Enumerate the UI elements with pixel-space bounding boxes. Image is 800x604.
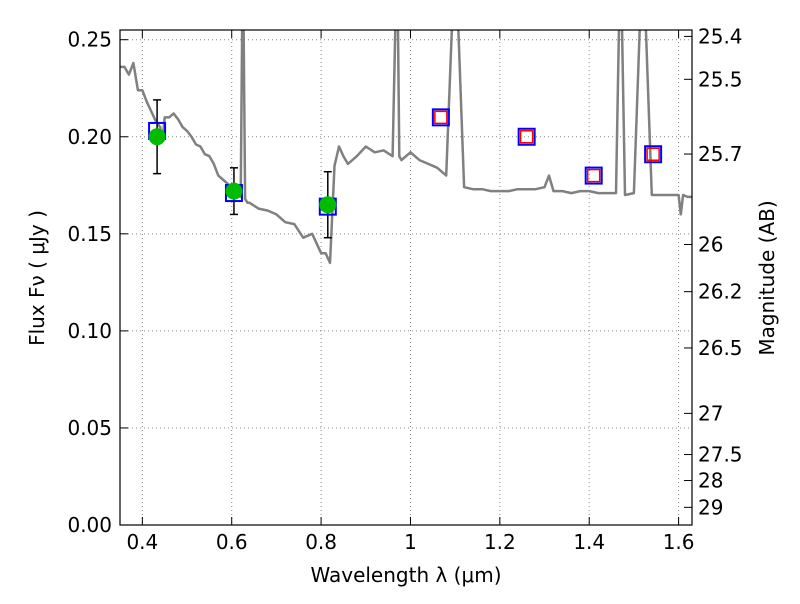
right-tick-label: 26 bbox=[698, 233, 723, 257]
tick-layer: 0.4 0.6 0.8 1 1.2 1.4 1.6 0.00 0.05 0.10 0.15 0.20 0… bbox=[67, 24, 742, 554]
observed-flux-point bbox=[148, 128, 166, 146]
right-tick-label: 27.5 bbox=[698, 443, 743, 467]
right-tick-label: 26.2 bbox=[698, 280, 743, 304]
plot-frame bbox=[119, 29, 693, 526]
plot-background bbox=[120, 30, 692, 525]
x-tick-label: 0.4 bbox=[126, 530, 158, 554]
y-tick-label: 0.25 bbox=[67, 28, 112, 52]
right-tick-label: 29 bbox=[698, 495, 723, 519]
marker-layer bbox=[148, 99, 663, 239]
y-tick-label: 0.15 bbox=[67, 222, 112, 246]
model-photometry-box bbox=[431, 108, 450, 127]
observed-flux-point bbox=[319, 196, 337, 214]
y-tick-label: 0.00 bbox=[67, 513, 112, 537]
right-tick-label: 27 bbox=[698, 401, 723, 425]
observed-flux-point bbox=[225, 182, 243, 200]
y-axis-label: Flux Fν ( μJy ) bbox=[25, 210, 49, 346]
y-tick-label: 0.20 bbox=[67, 125, 112, 149]
right-tick-label: 25.5 bbox=[698, 67, 743, 91]
model-spectrum-line bbox=[120, 30, 692, 265]
x-tick-label: 1.2 bbox=[484, 530, 516, 554]
predicted-photometry-box bbox=[519, 130, 534, 144]
y-tick-label: 0.10 bbox=[67, 319, 112, 343]
x-tick-label: 1.6 bbox=[663, 530, 695, 554]
y-tick-label: 0.05 bbox=[67, 416, 112, 440]
y-axis-label-right: Magnitude (AB) bbox=[755, 200, 779, 355]
series-layer bbox=[120, 30, 692, 265]
predicted-photometry-box bbox=[646, 147, 660, 161]
right-tick-label: 26.5 bbox=[698, 336, 743, 360]
right-tick-label: 28 bbox=[698, 469, 723, 493]
x-tick-label: 0.8 bbox=[305, 530, 337, 554]
right-tick-label: 25.4 bbox=[698, 24, 743, 48]
model-photometry-box bbox=[644, 145, 663, 164]
predicted-photometry-box bbox=[434, 110, 448, 125]
x-tick-label: 1.4 bbox=[573, 530, 605, 554]
model-photometry-box bbox=[584, 166, 603, 185]
model-photometry-box bbox=[517, 127, 536, 146]
predicted-photometry-box bbox=[586, 168, 601, 183]
x-axis-label: Wavelength λ (μm) bbox=[310, 563, 501, 587]
x-tick-label: 1 bbox=[404, 530, 417, 554]
x-tick-label: 0.6 bbox=[216, 530, 248, 554]
right-tick-label: 25.7 bbox=[698, 142, 743, 166]
